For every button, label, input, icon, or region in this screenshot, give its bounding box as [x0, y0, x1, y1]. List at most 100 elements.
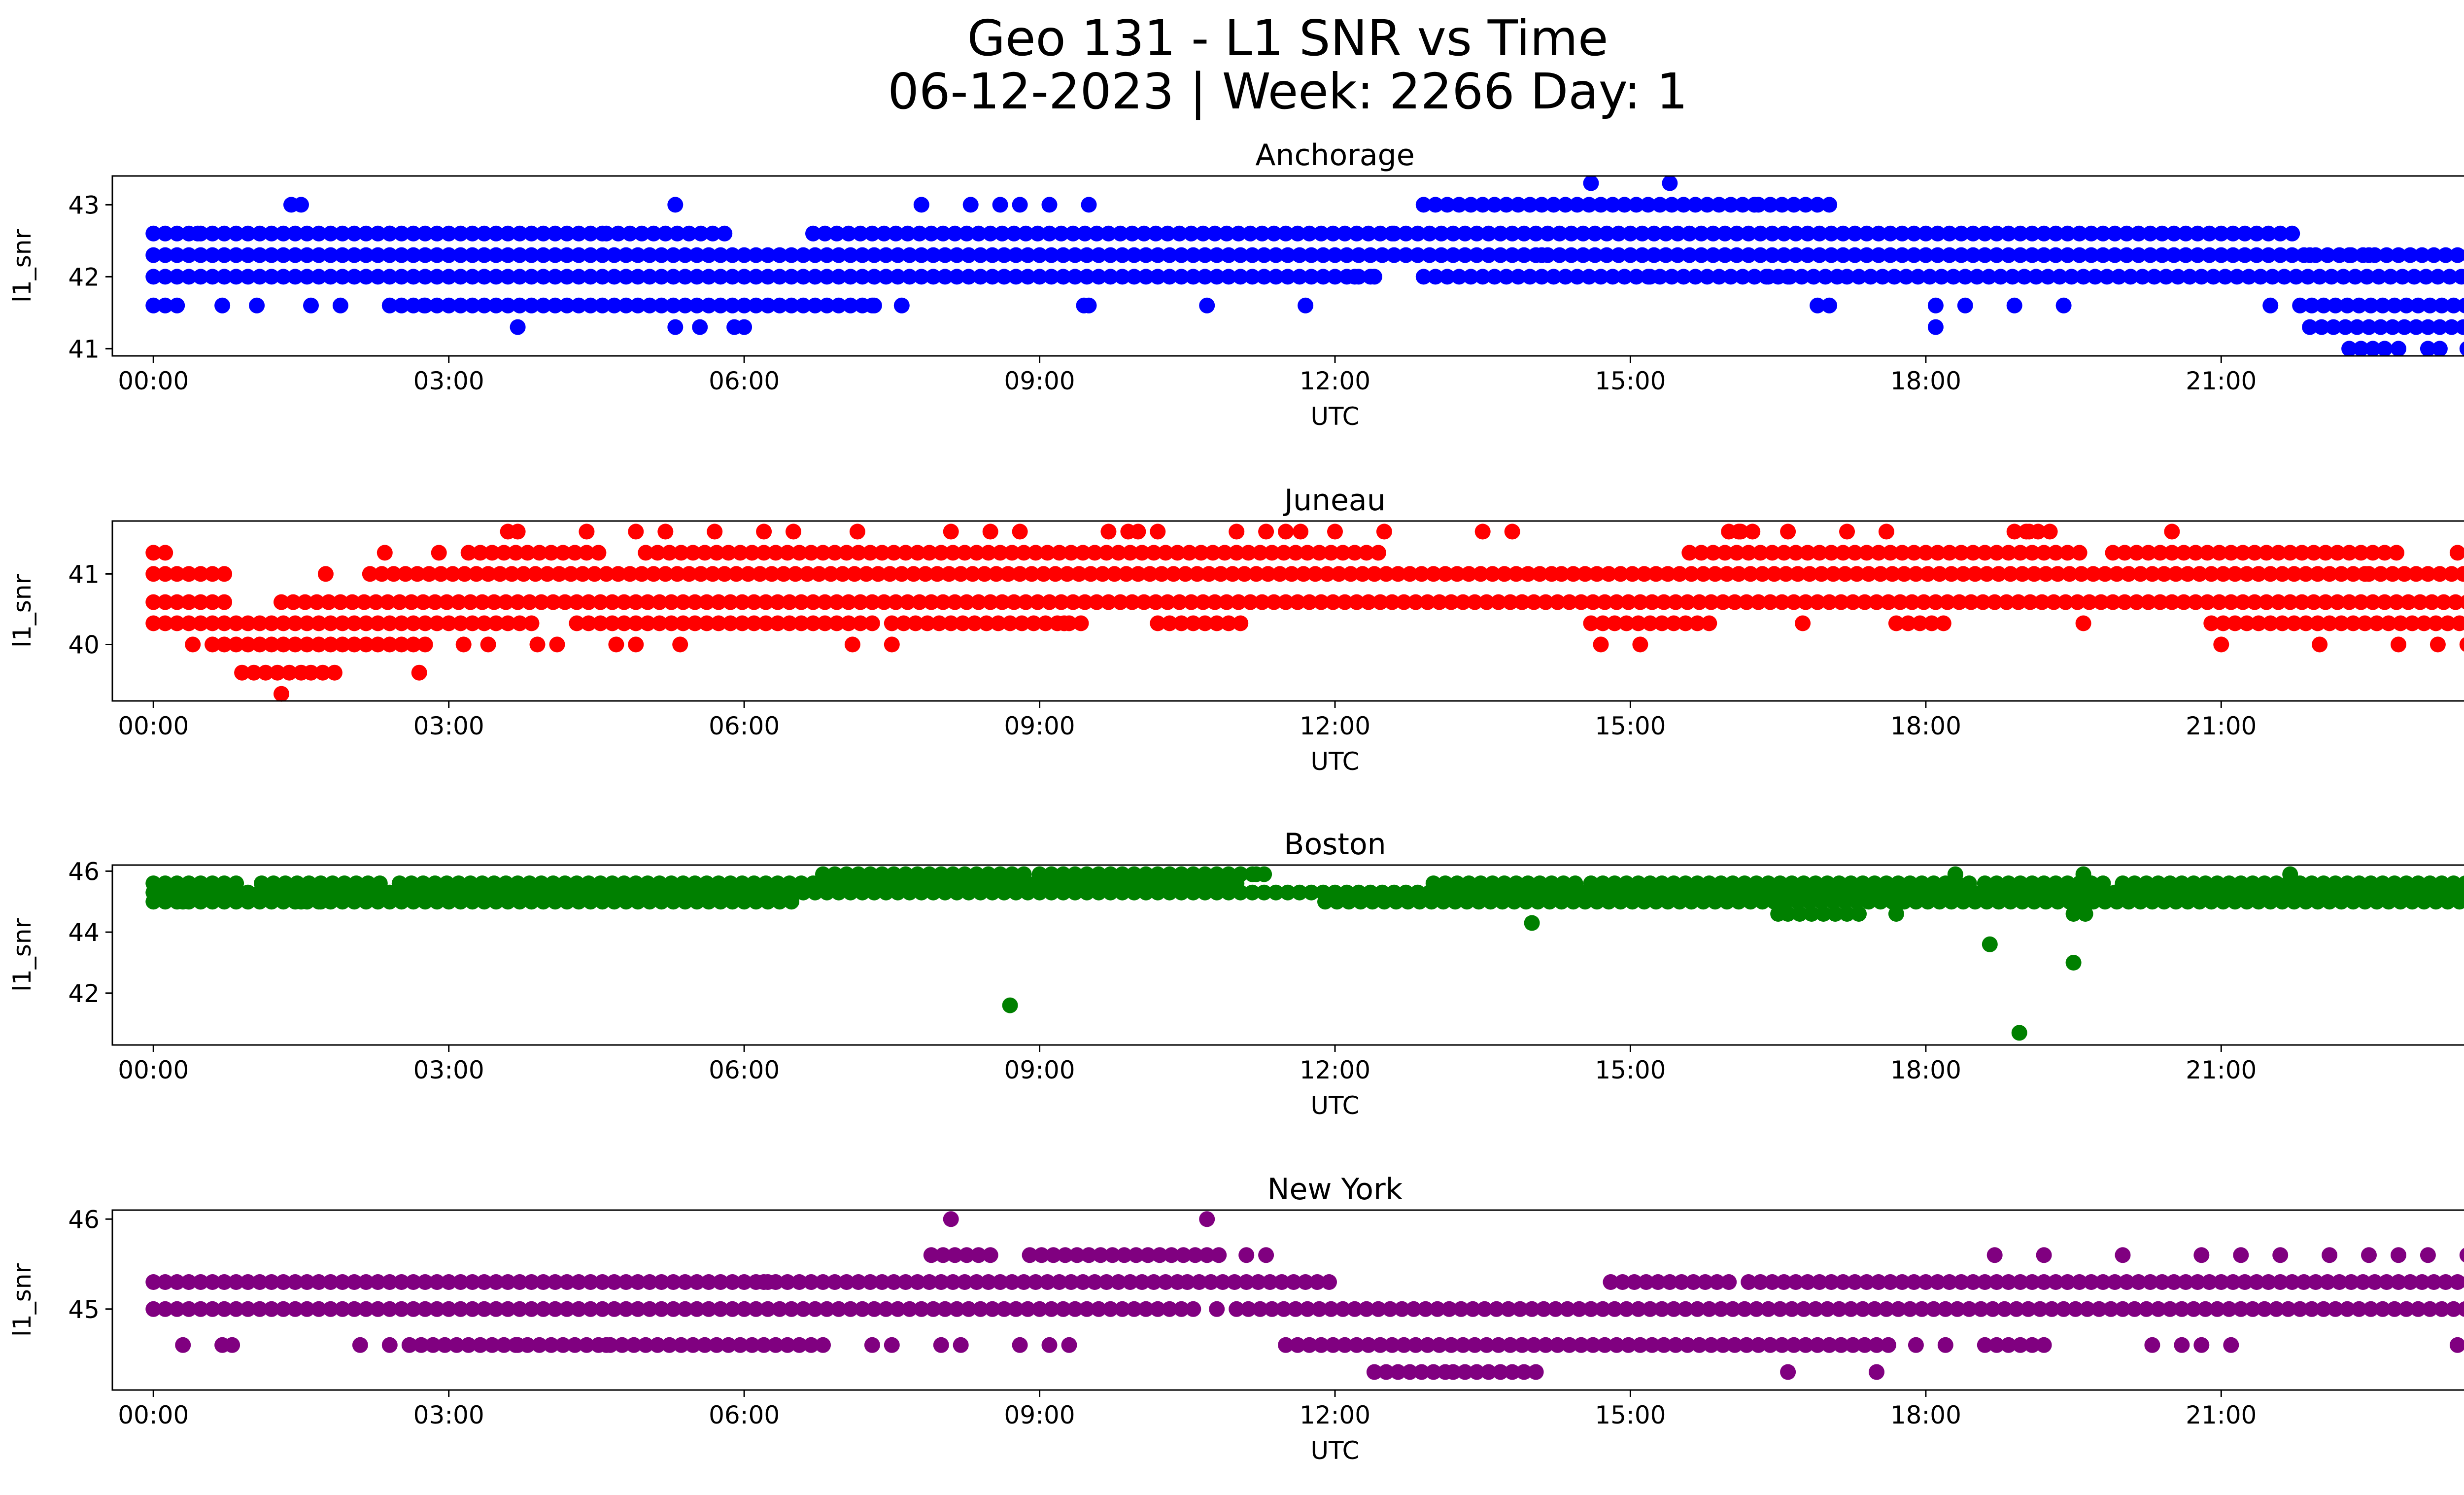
- data-point: [557, 594, 573, 610]
- data-point: [1741, 545, 1757, 561]
- data-point: [791, 545, 807, 561]
- data-point: [1055, 866, 1071, 882]
- data-point: [1055, 269, 1071, 285]
- data-point: [1026, 615, 1042, 631]
- data-point: [1808, 1301, 1824, 1317]
- data-point: [2371, 269, 2387, 285]
- data-point: [1457, 225, 1473, 242]
- data-point: [1597, 1337, 1613, 1353]
- data-point: [252, 615, 268, 631]
- data-point: [746, 875, 762, 892]
- y-tick-label: 44: [68, 918, 100, 947]
- data-point: [488, 225, 504, 242]
- data-point: [299, 615, 315, 631]
- data-point: [677, 247, 693, 263]
- data-point: [1061, 1337, 1077, 1353]
- data-point: [2209, 1301, 2225, 1317]
- data-point: [1654, 615, 1670, 631]
- data-point: [1232, 247, 1249, 263]
- data-point: [1947, 866, 1963, 882]
- data-point: [1323, 545, 1339, 561]
- data-point: [2077, 906, 2093, 922]
- data-point: [2264, 269, 2281, 285]
- data-point: [1977, 1274, 1993, 1290]
- data-point: [1162, 247, 1178, 263]
- data-point: [2441, 269, 2458, 285]
- data-point: [322, 1274, 339, 1290]
- data-point: [2205, 269, 2222, 285]
- data-point: [1325, 225, 1341, 242]
- data-point: [689, 269, 705, 285]
- data-point: [275, 269, 291, 285]
- data-point: [1898, 269, 1914, 285]
- data-point: [1965, 1274, 1981, 1290]
- data-point: [2314, 319, 2330, 335]
- data-point: [784, 297, 799, 313]
- data-point: [2059, 1274, 2076, 1290]
- data-point: [381, 1301, 398, 1317]
- data-point: [803, 545, 819, 561]
- data-point: [450, 594, 467, 610]
- data-point: [1541, 894, 1558, 910]
- data-point: [1569, 269, 1585, 285]
- data-point: [709, 545, 725, 561]
- data-point: [890, 247, 906, 263]
- data-point: [2398, 297, 2414, 313]
- data-point: [2387, 875, 2402, 892]
- data-point: [2213, 636, 2229, 653]
- data-point: [429, 225, 445, 242]
- data-point: [1419, 1337, 1436, 1353]
- data-point: [2117, 545, 2133, 561]
- panel-2: 00:00 03:00 06:00 09:00 12:00 15:00 18:00 21:00…: [8, 827, 2464, 1120]
- data-point: [724, 1274, 741, 1290]
- y-tick-label: 42: [68, 979, 100, 1008]
- data-point: [2416, 615, 2432, 631]
- data-point: [598, 225, 615, 242]
- data-point: [1372, 1337, 1388, 1353]
- data-point: [2026, 566, 2042, 582]
- x-tick-label: 12:00: [1300, 1401, 1370, 1429]
- data-point: [1126, 269, 1142, 285]
- data-point: [1538, 594, 1554, 610]
- data-point: [1300, 1301, 1316, 1317]
- data-point: [1329, 894, 1345, 910]
- data-point: [2310, 615, 2326, 631]
- data-point: [734, 594, 751, 610]
- data-point: [758, 615, 774, 631]
- data-point: [2284, 247, 2300, 263]
- data-point: [1882, 545, 1898, 561]
- data-point: [850, 1274, 866, 1290]
- data-point: [2412, 594, 2428, 610]
- data-point: [2048, 545, 2064, 561]
- data-point: [157, 1301, 173, 1317]
- data-point: [1415, 197, 1432, 213]
- data-point: [1146, 545, 1162, 561]
- data-point: [1750, 1337, 1767, 1353]
- data-point: [756, 1274, 772, 1290]
- data-point: [870, 566, 886, 582]
- data-point: [405, 636, 421, 653]
- data-point: [2087, 269, 2103, 285]
- data-point: [1982, 936, 1998, 952]
- data-point: [1020, 269, 1036, 285]
- data-point: [2150, 1301, 2166, 1317]
- data-point: [512, 615, 528, 631]
- data-point: [2021, 523, 2037, 540]
- data-point: [252, 269, 268, 285]
- data-point: [2010, 594, 2026, 610]
- data-point: [1605, 197, 1621, 213]
- data-point: [2402, 1274, 2418, 1290]
- data-point: [2006, 297, 2022, 313]
- data-point: [2065, 955, 2082, 971]
- data-point: [1229, 1301, 1245, 1317]
- data-point: [216, 1274, 233, 1290]
- data-point: [1626, 1274, 1643, 1290]
- data-point: [2373, 566, 2389, 582]
- data-point: [1236, 566, 1253, 582]
- data-point: [1707, 894, 1723, 910]
- data-point: [1124, 594, 1140, 610]
- data-point: [468, 566, 484, 582]
- data-point: [1908, 1337, 1924, 1353]
- x-tick-label: 18:00: [1890, 1056, 1961, 1084]
- data-point: [2132, 894, 2149, 910]
